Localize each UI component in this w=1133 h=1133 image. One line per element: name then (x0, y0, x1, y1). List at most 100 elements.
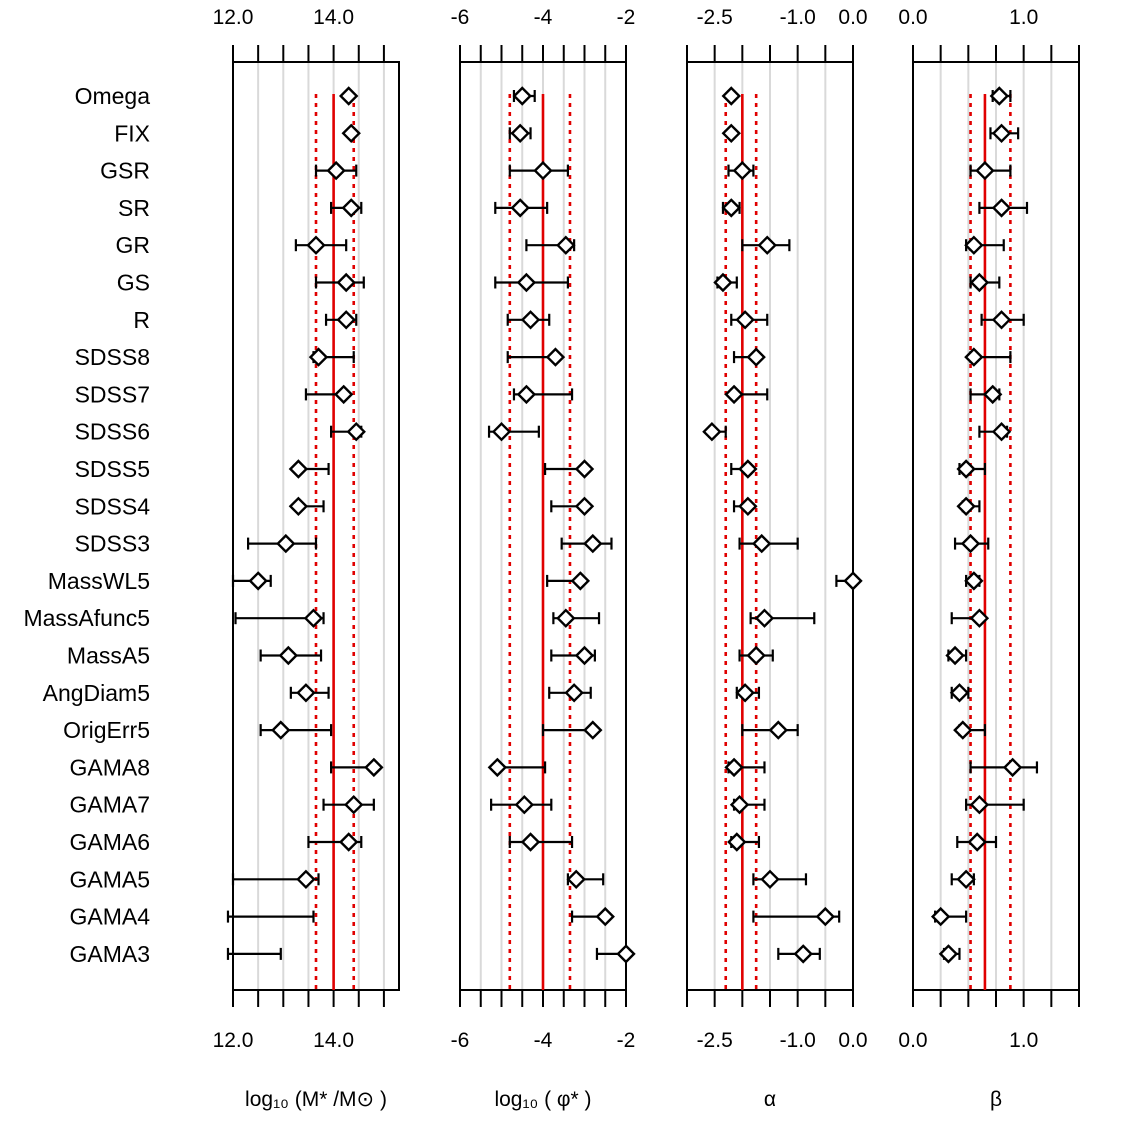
row-label: SDSS3 (75, 531, 150, 557)
estimate-point (729, 795, 750, 815)
estimate-point (969, 272, 990, 293)
estimate-point (713, 272, 733, 293)
estimate-point (296, 683, 316, 703)
estimate-point (982, 384, 1003, 405)
tick-label-bottom: -2.5 (697, 1029, 733, 1052)
row-label: MassAfunc5 (23, 605, 150, 631)
estimate-point (721, 198, 741, 218)
estimate-point (746, 645, 766, 666)
row-label: MassA5 (67, 643, 150, 669)
axis-label: log₁₀ ( φ* ) (494, 1088, 591, 1111)
estimate-point (616, 944, 636, 964)
estimate-point (702, 422, 722, 442)
estimate-point (721, 86, 741, 106)
estimate-point (278, 645, 299, 666)
estimate-point (344, 795, 364, 815)
estimate-point (721, 123, 741, 143)
estimate-point (512, 86, 532, 106)
row-label: SDSS5 (75, 456, 150, 482)
tick-label-top: -2.5 (697, 6, 733, 29)
estimate-point (346, 422, 366, 442)
estimate-point (296, 869, 316, 889)
tick-label-bottom: -1.0 (780, 1029, 816, 1052)
estimate-point (969, 795, 990, 815)
row-label: SDSS6 (75, 419, 150, 445)
row-label: GR (116, 232, 151, 258)
estimate-point (338, 86, 359, 106)
estimate-point (556, 235, 576, 255)
estimate-point (288, 459, 309, 479)
estimate-point (964, 347, 984, 367)
tick-label-bottom: -6 (451, 1029, 470, 1052)
estimate-point (930, 906, 951, 927)
estimate-point (288, 496, 309, 516)
estimate-point (306, 235, 326, 255)
estimate-point (308, 347, 329, 367)
row-labels: OmegaFIXGSRSRGRGSRSDSS8SDSS7SDSS6SDSS5SD… (23, 83, 150, 967)
estimate-point (953, 720, 973, 740)
estimate-point (768, 720, 788, 740)
row-label: SDSS4 (75, 493, 151, 519)
estimate-point (956, 496, 976, 516)
panel-mstar: 12.0 12.0 14.0 14.0 log₁₀ (M* /M⊙ ) (213, 6, 400, 1111)
estimate-point (514, 795, 535, 815)
estimate-point (583, 720, 603, 740)
estimate-point (746, 347, 766, 367)
estimate-point (533, 160, 553, 181)
estimate-point (960, 533, 981, 554)
estimate-point (574, 496, 595, 516)
estimate-point (326, 160, 346, 181)
row-label: GAMA6 (69, 829, 150, 855)
row-label: GAMA4 (69, 904, 150, 930)
estimate-point (516, 272, 537, 293)
estimate-point (956, 459, 976, 479)
tick-label-bottom: 0.0 (838, 1029, 867, 1052)
estimate-point (564, 683, 584, 703)
tick-label-bottom: -4 (534, 1029, 553, 1052)
panel-phistar: -6 -6 -4 -4 -2 -2 log₁₀ ( φ* ) (451, 6, 636, 1111)
estimate-point (991, 422, 1012, 442)
estimate-point (991, 123, 1012, 143)
row-label: SDSS7 (75, 381, 150, 407)
tick-label-top: 0.0 (838, 6, 867, 29)
tick-label-bottom: 1.0 (1009, 1029, 1038, 1052)
estimate-point (752, 533, 772, 554)
estimate-point (938, 944, 959, 964)
estimate-point (364, 757, 384, 778)
estimate-point (566, 869, 586, 889)
estimate-point (338, 832, 359, 852)
estimate-point (843, 571, 863, 591)
estimate-point (595, 906, 615, 927)
estimate-point (271, 720, 291, 740)
row-label: GAMA5 (69, 866, 150, 892)
tick-label-bottom: 12.0 (213, 1029, 254, 1052)
estimate-point (303, 608, 324, 628)
axis-label: β (990, 1088, 1002, 1111)
tick-label-top: -4 (534, 6, 553, 29)
tick-label-top: 1.0 (1009, 6, 1038, 29)
row-label: GAMA8 (69, 754, 150, 780)
estimate-point (793, 944, 813, 964)
row-label: Omega (75, 83, 151, 109)
estimate-point (574, 459, 595, 479)
tick-label-top: 0.0 (898, 6, 927, 29)
panel-alpha: -2.5 -2.5 -1.0 -1.0 0.0 0.0 α (686, 6, 868, 1111)
estimate-point (276, 533, 296, 554)
estimate-point (956, 869, 976, 889)
estimate-point (945, 645, 965, 666)
estimate-point (738, 459, 758, 479)
estimate-point (336, 310, 356, 330)
estimate-point (724, 757, 744, 778)
estimate-point (520, 832, 541, 852)
estimate-point (738, 496, 758, 516)
row-label: SR (118, 195, 150, 221)
tick-label-top: -1.0 (780, 6, 816, 29)
tick-label-bottom: 14.0 (313, 1029, 354, 1052)
row-label: MassWL5 (48, 568, 150, 594)
estimate-point (724, 384, 744, 405)
row-label: R (133, 307, 150, 333)
estimate-point (757, 235, 777, 255)
estimate-point (989, 86, 1010, 106)
estimate-point (510, 123, 530, 143)
